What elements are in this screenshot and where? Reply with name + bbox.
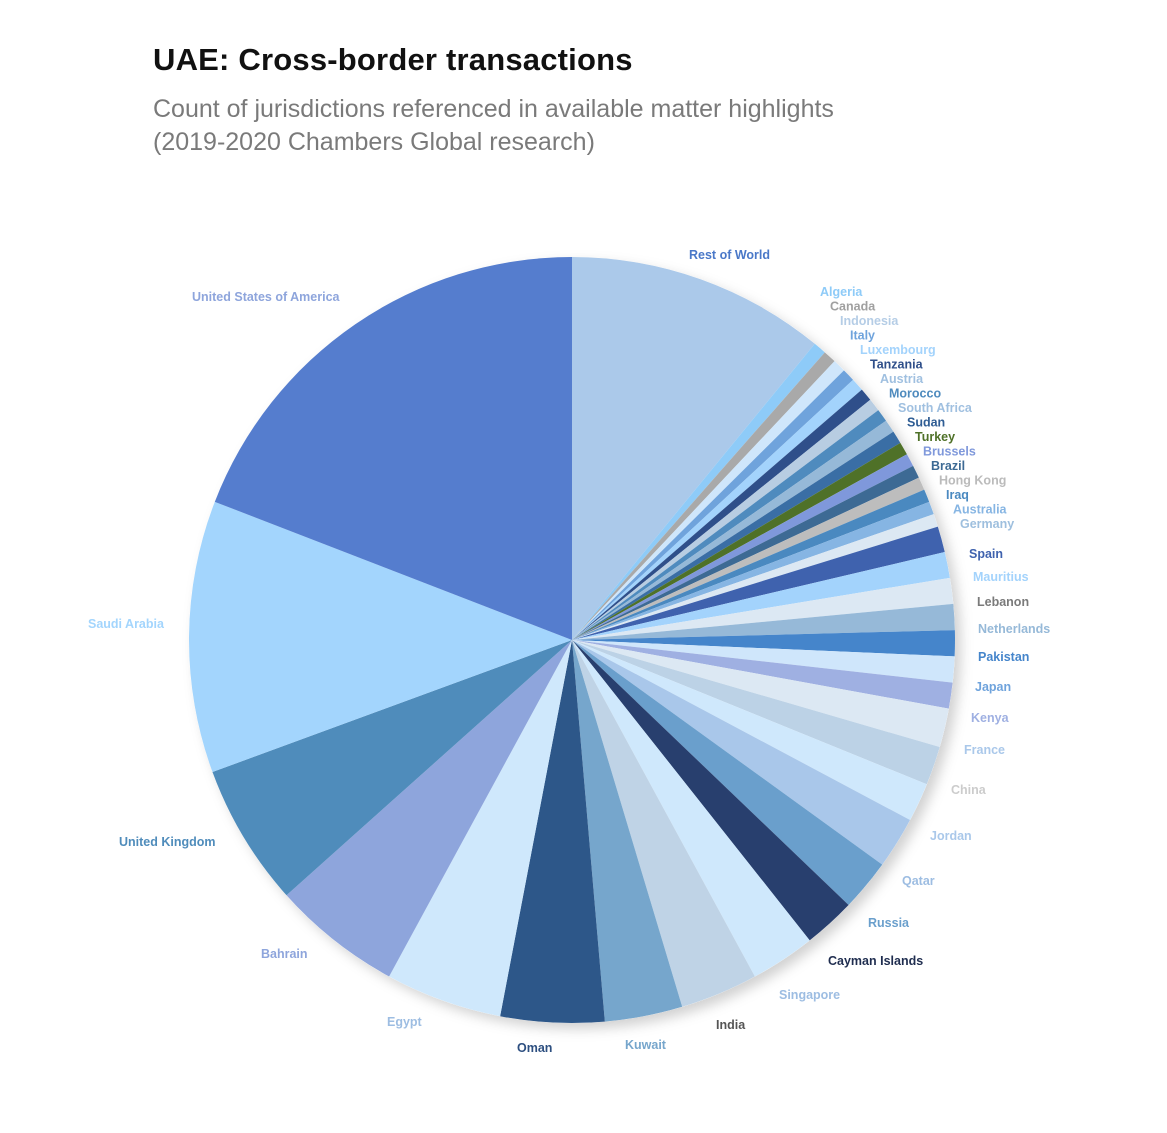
- slice-label: Spain: [969, 547, 1003, 561]
- slice-label: Brussels: [923, 445, 976, 459]
- slice-label: Egypt: [387, 1015, 423, 1029]
- pie-slice-netherlands: [572, 603, 955, 640]
- slice-label: Germany: [960, 517, 1014, 531]
- slice-label: Italy: [850, 329, 875, 343]
- slice-label: India: [716, 1018, 746, 1032]
- slice-label: South Africa: [898, 401, 973, 415]
- slice-label: Pakistan: [978, 650, 1029, 664]
- pie-slice-australia: [572, 501, 934, 640]
- pie-slice-rest-of-world: [572, 257, 815, 640]
- chart-subtitle: Count of jurisdictions referenced in ava…: [153, 93, 1003, 159]
- slice-label: Hong Kong: [939, 474, 1006, 488]
- slice-label: Oman: [517, 1041, 552, 1055]
- pie-slice-iraq: [572, 489, 930, 640]
- slice-label: China: [951, 783, 987, 797]
- slice-label: Russia: [868, 916, 910, 930]
- pie-slice-united-kingdom: [212, 640, 572, 896]
- pie-slice-brussels: [572, 454, 914, 640]
- pie-slice-jordan: [572, 640, 927, 821]
- slice-label: Cayman Islands: [828, 954, 923, 968]
- slice-label: United Kingdom: [119, 835, 216, 849]
- slice-label: Saudi Arabia: [88, 617, 165, 631]
- pie-slice-lebanon: [572, 577, 954, 640]
- pie-slice-france: [572, 640, 949, 748]
- slice-label: Bahrain: [261, 947, 308, 961]
- pie-slice-indonesia: [572, 361, 844, 640]
- pie-slice-algeria: [572, 343, 825, 640]
- slice-label: Singapore: [779, 988, 840, 1002]
- slice-label: Indonesia: [840, 314, 899, 328]
- pie-slice-kuwait: [572, 640, 683, 1022]
- pie-slice-singapore: [572, 640, 810, 977]
- pie-slice-austria: [572, 399, 879, 640]
- pie-slice-bahrain: [286, 640, 572, 977]
- slice-label: France: [964, 743, 1005, 757]
- pie-slice-italy: [572, 370, 854, 640]
- pie-slice-cayman-islands: [572, 640, 849, 941]
- pie-slice-united-states-of-america: [214, 257, 572, 640]
- slice-label: Mauritius: [973, 570, 1029, 584]
- pie-slice-oman: [500, 640, 605, 1024]
- pie-slice-japan: [572, 640, 955, 683]
- pie-slice-russia: [572, 640, 883, 905]
- slice-label: United States of America: [192, 290, 341, 304]
- slice-label: Rest of World: [689, 248, 770, 262]
- pie-slice-pakistan: [572, 630, 955, 657]
- chart-title: UAE: Cross-border transactions: [153, 42, 633, 77]
- slice-label: Tanzania: [870, 358, 924, 372]
- pie-slice-spain: [572, 526, 945, 640]
- slice-label: Iraq: [946, 488, 969, 502]
- slice-label: Japan: [975, 680, 1011, 694]
- pie-slice-india: [572, 640, 755, 1007]
- pie-slice-qatar: [572, 640, 911, 865]
- slice-label: Algeria: [820, 285, 863, 299]
- slice-label: Turkey: [915, 430, 955, 444]
- pie-slice-mauritius: [572, 552, 950, 640]
- slice-label: Morocco: [889, 387, 941, 401]
- pie-slice-turkey: [572, 442, 907, 640]
- pie-slice-morocco: [572, 410, 887, 640]
- slice-label: Netherlands: [978, 622, 1050, 636]
- slice-label: Qatar: [902, 874, 935, 888]
- pie-slice-sudan: [572, 431, 901, 640]
- slice-label: Brazil: [931, 459, 965, 473]
- slice-label: Austria: [880, 372, 924, 386]
- pie-slice-china: [572, 640, 940, 785]
- slice-label: Lebanon: [977, 595, 1029, 609]
- slice-label: Jordan: [930, 829, 972, 843]
- pie-slice-tanzania: [572, 389, 871, 640]
- pie-slice-luxembourg: [572, 379, 862, 640]
- subtitle-line-1: Count of jurisdictions referenced in ava…: [153, 95, 834, 123]
- pie-slice-brazil: [572, 465, 919, 640]
- pie-slices: [189, 257, 955, 1024]
- pie-slice-south-africa: [572, 420, 894, 640]
- slice-label: Kenya: [971, 711, 1010, 725]
- subtitle-line-2: (2019-2020 Chambers Global research): [153, 128, 595, 156]
- slice-label: Sudan: [907, 416, 945, 430]
- pie-slice-kenya: [572, 640, 953, 709]
- slice-label: Kuwait: [625, 1038, 667, 1052]
- pie-slice-germany: [572, 514, 938, 640]
- slice-label: Canada: [830, 300, 876, 314]
- pie-slice-hong-kong: [572, 477, 925, 640]
- pie-labels: Rest of World AlgeriaCanadaIndonesiaItaly…: [88, 248, 1050, 1055]
- slice-label: Australia: [953, 503, 1008, 517]
- pie-slice-egypt: [389, 640, 572, 1017]
- slice-label: Luxembourg: [860, 343, 936, 357]
- pie-slice-saudi-arabia: [189, 501, 572, 773]
- pie-slice-canada: [572, 352, 835, 640]
